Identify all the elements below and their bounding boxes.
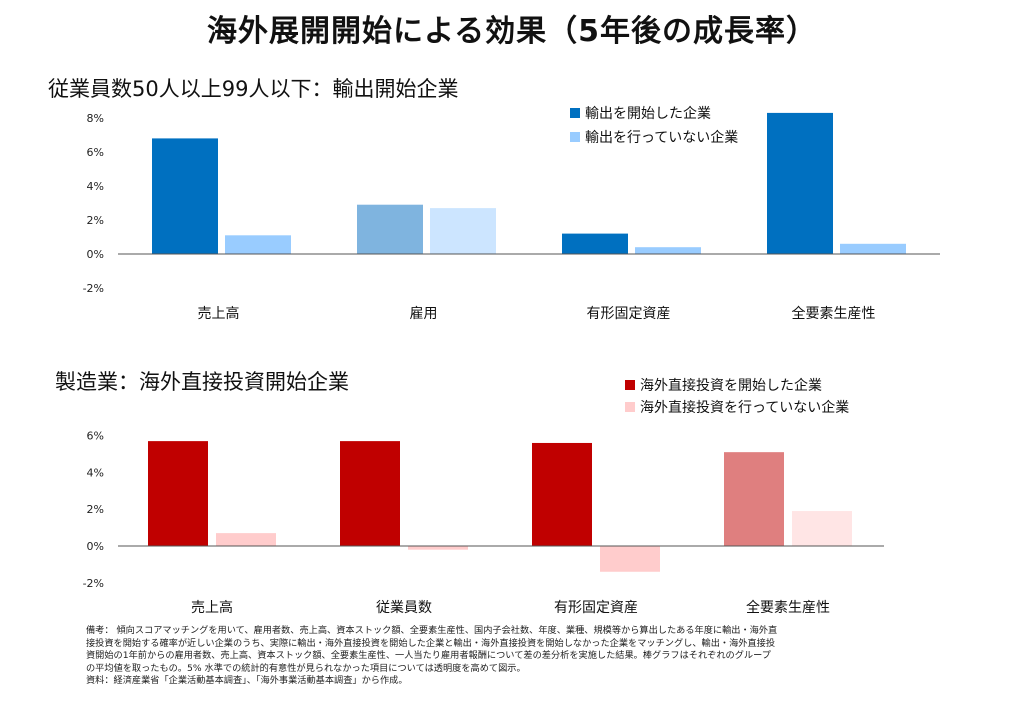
footnote: 備考： 傾向スコアマッチングを用いて、雇用者数、売上高、資本ストック額、全要素生… [86, 625, 986, 688]
chart1-subtitle: 従業員数50人以上99人以下：輸出開始企業 [48, 77, 459, 101]
chart2-bar-started [340, 441, 400, 546]
chart1-category-label: 全要素生産性 [792, 305, 876, 322]
chart1-bar-not-started [635, 247, 701, 254]
footnote-line: の平均値を取ったもの。5% 水準での統計的有意性が見られなかった項目については透… [86, 662, 526, 674]
footnote-line: 資料：経済産業省「企業活動基本調査」、「海外事業活動基本調査」から作成。 [86, 675, 408, 686]
chart2-category-label: 有形固定資産 [554, 600, 638, 616]
chart1-ytick-label: 4% [87, 180, 104, 193]
chart2-legend-swatch [625, 402, 635, 412]
chart1-bar-started [562, 233, 628, 254]
chart1-legend-label: 輸出を行っていない企業 [585, 129, 738, 146]
chart1-category-label: 雇用 [410, 305, 438, 322]
chart2-bar-not-started [408, 546, 468, 550]
chart1-ytick-label: -2% [83, 282, 104, 295]
chart2-bar-not-started [600, 546, 660, 572]
chart1-ytick-label: 6% [87, 146, 104, 159]
chart2-bar-started [148, 441, 208, 546]
chart1-legend-label: 輸出を開始した企業 [585, 105, 711, 122]
chart2-bar-started [724, 452, 784, 546]
chart1-ytick-label: 0% [87, 248, 104, 261]
footnote-line: 資開始の1年前からの雇用者数、売上高、資本ストック額、全要素生産性、一人当たり雇… [86, 650, 771, 661]
chart1-bar-not-started [840, 243, 906, 254]
chart2-category-label: 全要素生産性 [746, 599, 830, 616]
chart2-subtitle: 製造業：海外直接投資開始企業 [55, 370, 349, 394]
chart1-bar-not-started [225, 235, 291, 254]
chart1-ytick-label: 2% [87, 214, 104, 227]
chart1-legend-swatch [570, 108, 580, 118]
chart1-legend-swatch [570, 132, 580, 142]
chart2-category-label: 従業員数 [376, 600, 432, 616]
footnote-line: 接投資を開始する確率が近しい企業のうち、実際に輸出・海外直接投資を開始した企業と… [86, 637, 776, 649]
chart2-ytick-label: -2% [83, 577, 104, 590]
chart1-bar-started [357, 204, 423, 254]
page-title: 海外展開開始による効果（5年後の成長率） [207, 14, 817, 49]
chart2-ytick-label: 0% [87, 540, 104, 553]
chart2-bar-started [532, 442, 592, 546]
footnote-line: 備考： 傾向スコアマッチングを用いて、雇用者数、売上高、資本ストック額、全要素生… [86, 625, 778, 636]
chart1-bar-not-started [430, 208, 496, 254]
chart1-category-label: 売上高 [198, 305, 240, 322]
chart2-ytick-label: 6% [87, 430, 104, 443]
chart2-ytick-label: 4% [87, 466, 104, 479]
chart1-bar-started [152, 138, 218, 254]
chart2-bar-not-started [216, 533, 276, 546]
chart2-bar-not-started [792, 511, 852, 546]
chart1-ytick-label: 8% [87, 112, 104, 125]
chart2-legend-swatch [625, 380, 635, 390]
chart2-legend-label: 海外直接投資を行っていない企業 [640, 399, 849, 416]
chart1-category-label: 有形固定資産 [587, 306, 671, 322]
chart2-ytick-label: 2% [87, 503, 104, 516]
chart2-legend-label: 海外直接投資を開始した企業 [640, 377, 822, 394]
chart2-category-label: 売上高 [191, 599, 233, 616]
chart1-bar-started [767, 112, 833, 255]
